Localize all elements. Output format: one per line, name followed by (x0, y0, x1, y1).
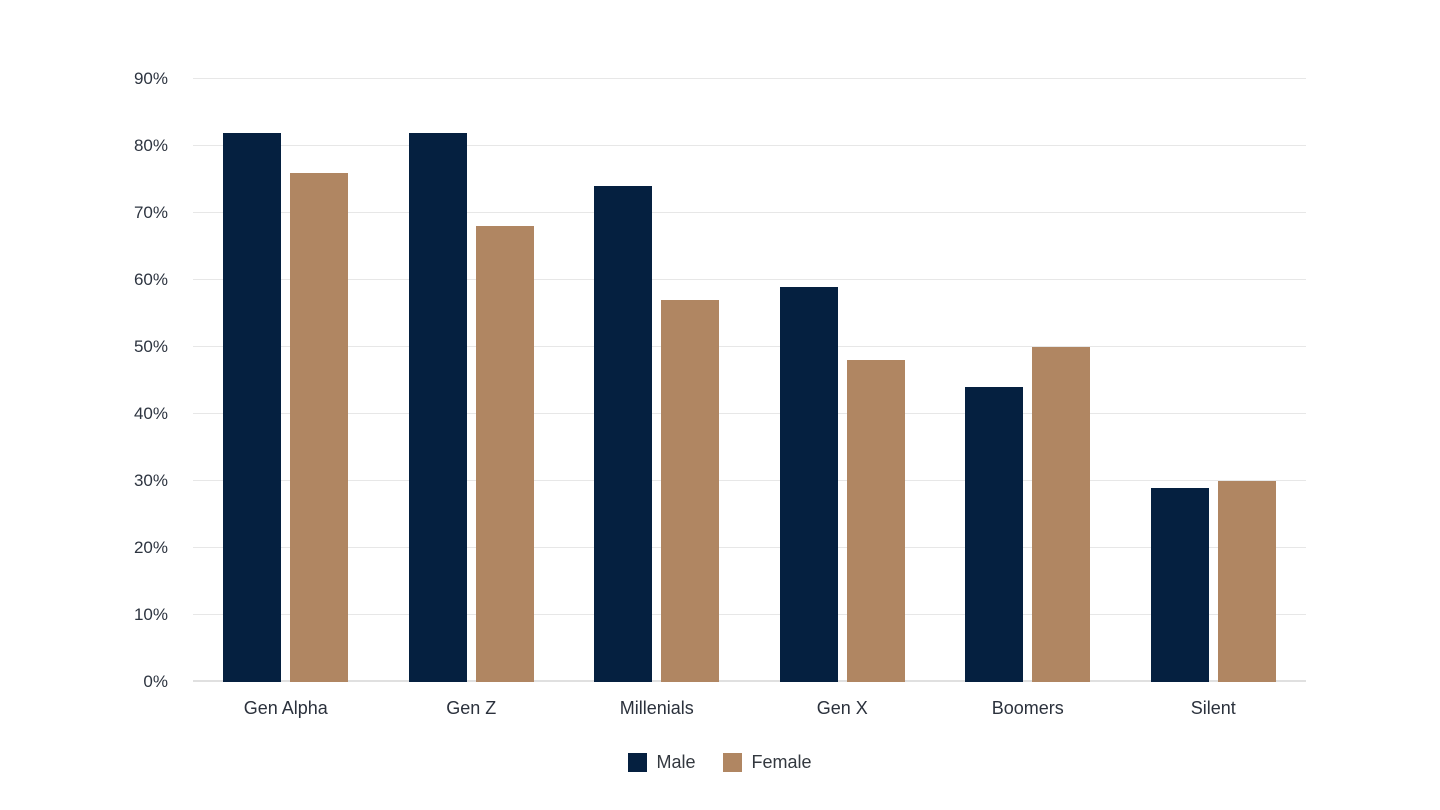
y-tick-label-50: 50% (133, 337, 168, 356)
bar-groups (193, 79, 1306, 682)
y-tick-label-10: 10% (133, 605, 168, 625)
bar-female-gen-alpha (290, 172, 349, 682)
bar-female-boomers (1032, 347, 1091, 682)
gridline-0 (193, 680, 1306, 682)
bar-group-gen-alpha (193, 79, 379, 682)
bar-male-gen-z (408, 132, 467, 682)
bar-male-gen-alpha (223, 132, 282, 682)
y-tick-label-90: 90% (133, 69, 168, 88)
x-axis-label-gen-alpha: Gen Alpha (243, 698, 328, 718)
legend-item-female: Female (723, 752, 812, 773)
gridline-80 (193, 145, 1306, 147)
y-tick-label-40: 40% (133, 404, 168, 424)
gridline-10 (193, 614, 1306, 616)
gridline-50 (193, 346, 1306, 347)
legend: Male Female (0, 752, 1440, 773)
x-axis-label-gen-x: Gen X (816, 698, 868, 718)
legend-item-male: Male (628, 752, 695, 773)
bar-female-millenials (661, 300, 720, 682)
legend-swatch-male (628, 753, 648, 772)
bar-female-gen-x (846, 360, 905, 682)
legend-swatch-female (723, 753, 743, 772)
bar-female-gen-z (475, 226, 534, 682)
gridline-70 (193, 212, 1306, 213)
y-tick-label-20: 20% (133, 538, 168, 558)
legend-label-female: Female (751, 752, 812, 772)
legend-label-male: Male (656, 752, 696, 772)
bar-male-millenials (594, 186, 653, 682)
y-tick-label-80: 80% (133, 136, 168, 156)
gridline-30 (193, 480, 1306, 481)
x-axis-labels: Gen Alpha Gen Z Millenials Gen X Boomers Sile… (193, 698, 1306, 719)
gridline-20 (193, 547, 1306, 549)
y-tick-label-60: 60% (133, 270, 168, 290)
bar-group-silent (1121, 79, 1307, 682)
gridline-90 (193, 78, 1306, 79)
y-tick-label-70: 70% (133, 203, 168, 222)
x-axis-label-silent: Silent (1190, 698, 1236, 718)
bar-female-silent (1217, 481, 1276, 682)
y-axis-labels: 0% 10% 20% 30% 40% 50% 60% 70% 80% 90% (0, 69, 168, 691)
bar-group-millenials (564, 79, 750, 682)
x-axis-label-millenials: Millenials (619, 698, 694, 718)
bar-male-silent (1150, 487, 1209, 682)
x-axis-label-boomers: Boomers (991, 698, 1064, 718)
bar-group-gen-z (379, 79, 565, 682)
y-tick-label-0: 0% (143, 672, 168, 691)
plot-area (193, 78, 1306, 682)
bar-male-gen-x (779, 286, 838, 682)
bar-group-boomers (935, 79, 1121, 682)
y-tick-label-30: 30% (133, 471, 168, 491)
gridline-40 (193, 413, 1306, 415)
gridline-60 (193, 279, 1306, 280)
x-axis-label-gen-z: Gen Z (446, 698, 497, 718)
bar-male-boomers (965, 387, 1024, 682)
bar-group-gen-x (750, 79, 936, 682)
